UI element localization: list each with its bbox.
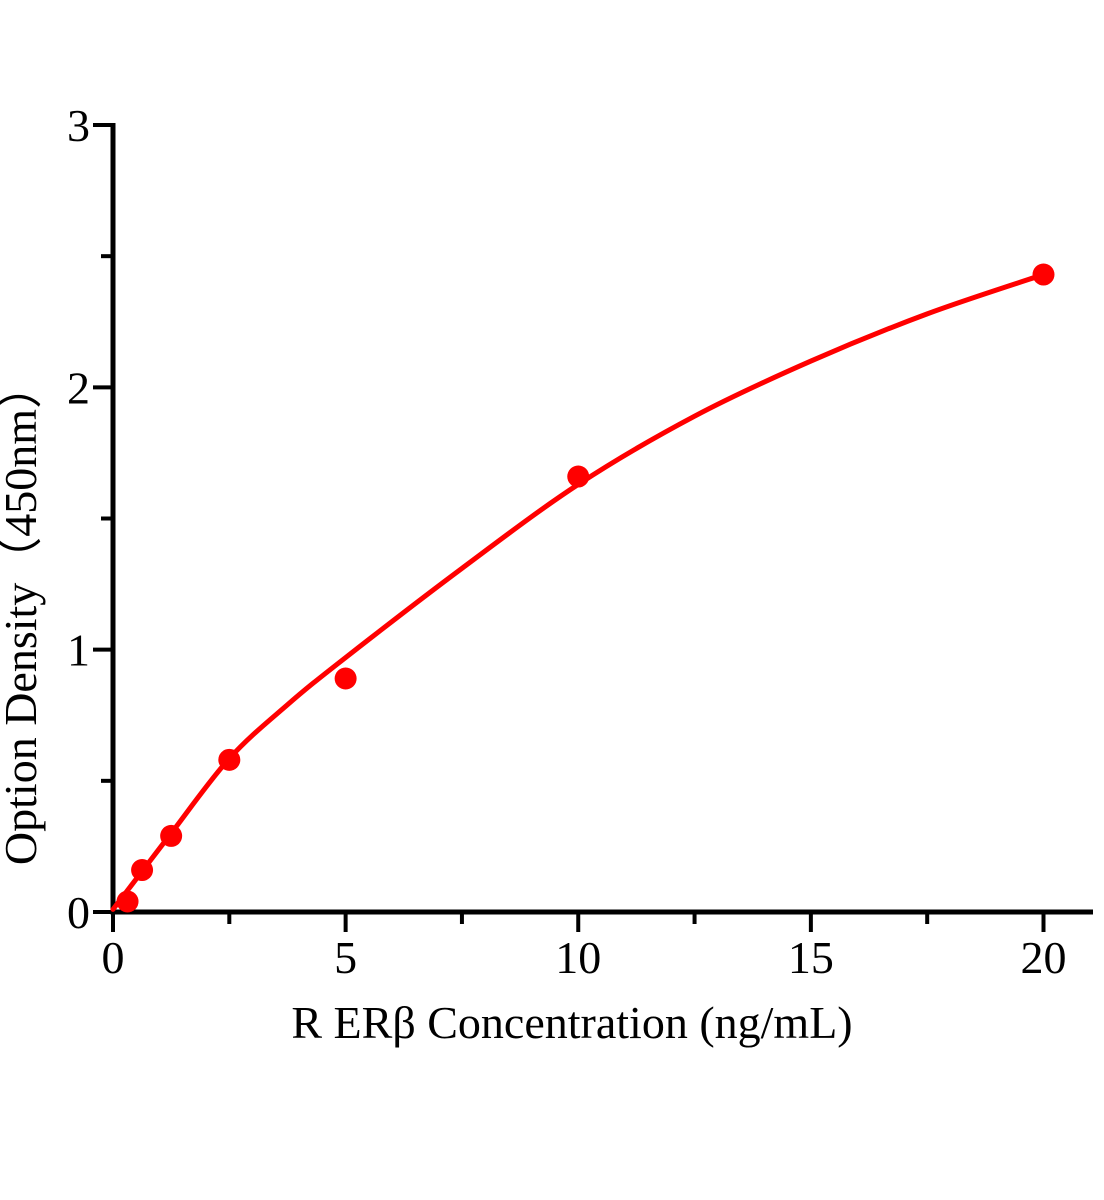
data-point bbox=[116, 890, 139, 913]
data-point bbox=[160, 824, 183, 847]
x-tick-label: 20 bbox=[1021, 932, 1067, 983]
x-tick-label: 10 bbox=[555, 932, 601, 983]
y-tick-label: 2 bbox=[67, 362, 90, 413]
x-tick-label: 5 bbox=[334, 932, 357, 983]
y-tick-label: 3 bbox=[67, 100, 90, 151]
data-point bbox=[1032, 263, 1055, 286]
y-axis-title: Option Density（450nm） bbox=[0, 363, 46, 865]
data-point bbox=[567, 465, 590, 488]
y-tick-label: 1 bbox=[67, 625, 90, 676]
y-tick-labels: 0 1 2 3 bbox=[67, 100, 90, 938]
data-point bbox=[334, 667, 357, 690]
x-axis-title: R ERβ Concentration (ng/mL) bbox=[291, 997, 852, 1048]
data-point bbox=[218, 748, 241, 771]
y-axis: 0 1 2 3 bbox=[67, 100, 116, 938]
y-tick-label: 0 bbox=[67, 887, 90, 938]
data-point bbox=[131, 859, 154, 882]
data-points bbox=[116, 263, 1055, 913]
x-tick-label: 0 bbox=[102, 932, 125, 983]
x-axis: 0 5 10 15 20 bbox=[102, 909, 1093, 983]
y-ticks bbox=[93, 123, 113, 914]
fit-curve-line bbox=[110, 272, 1046, 912]
x-tick-labels: 0 5 10 15 20 bbox=[102, 932, 1067, 983]
x-ticks bbox=[111, 912, 1046, 932]
x-tick-label: 15 bbox=[788, 932, 834, 983]
